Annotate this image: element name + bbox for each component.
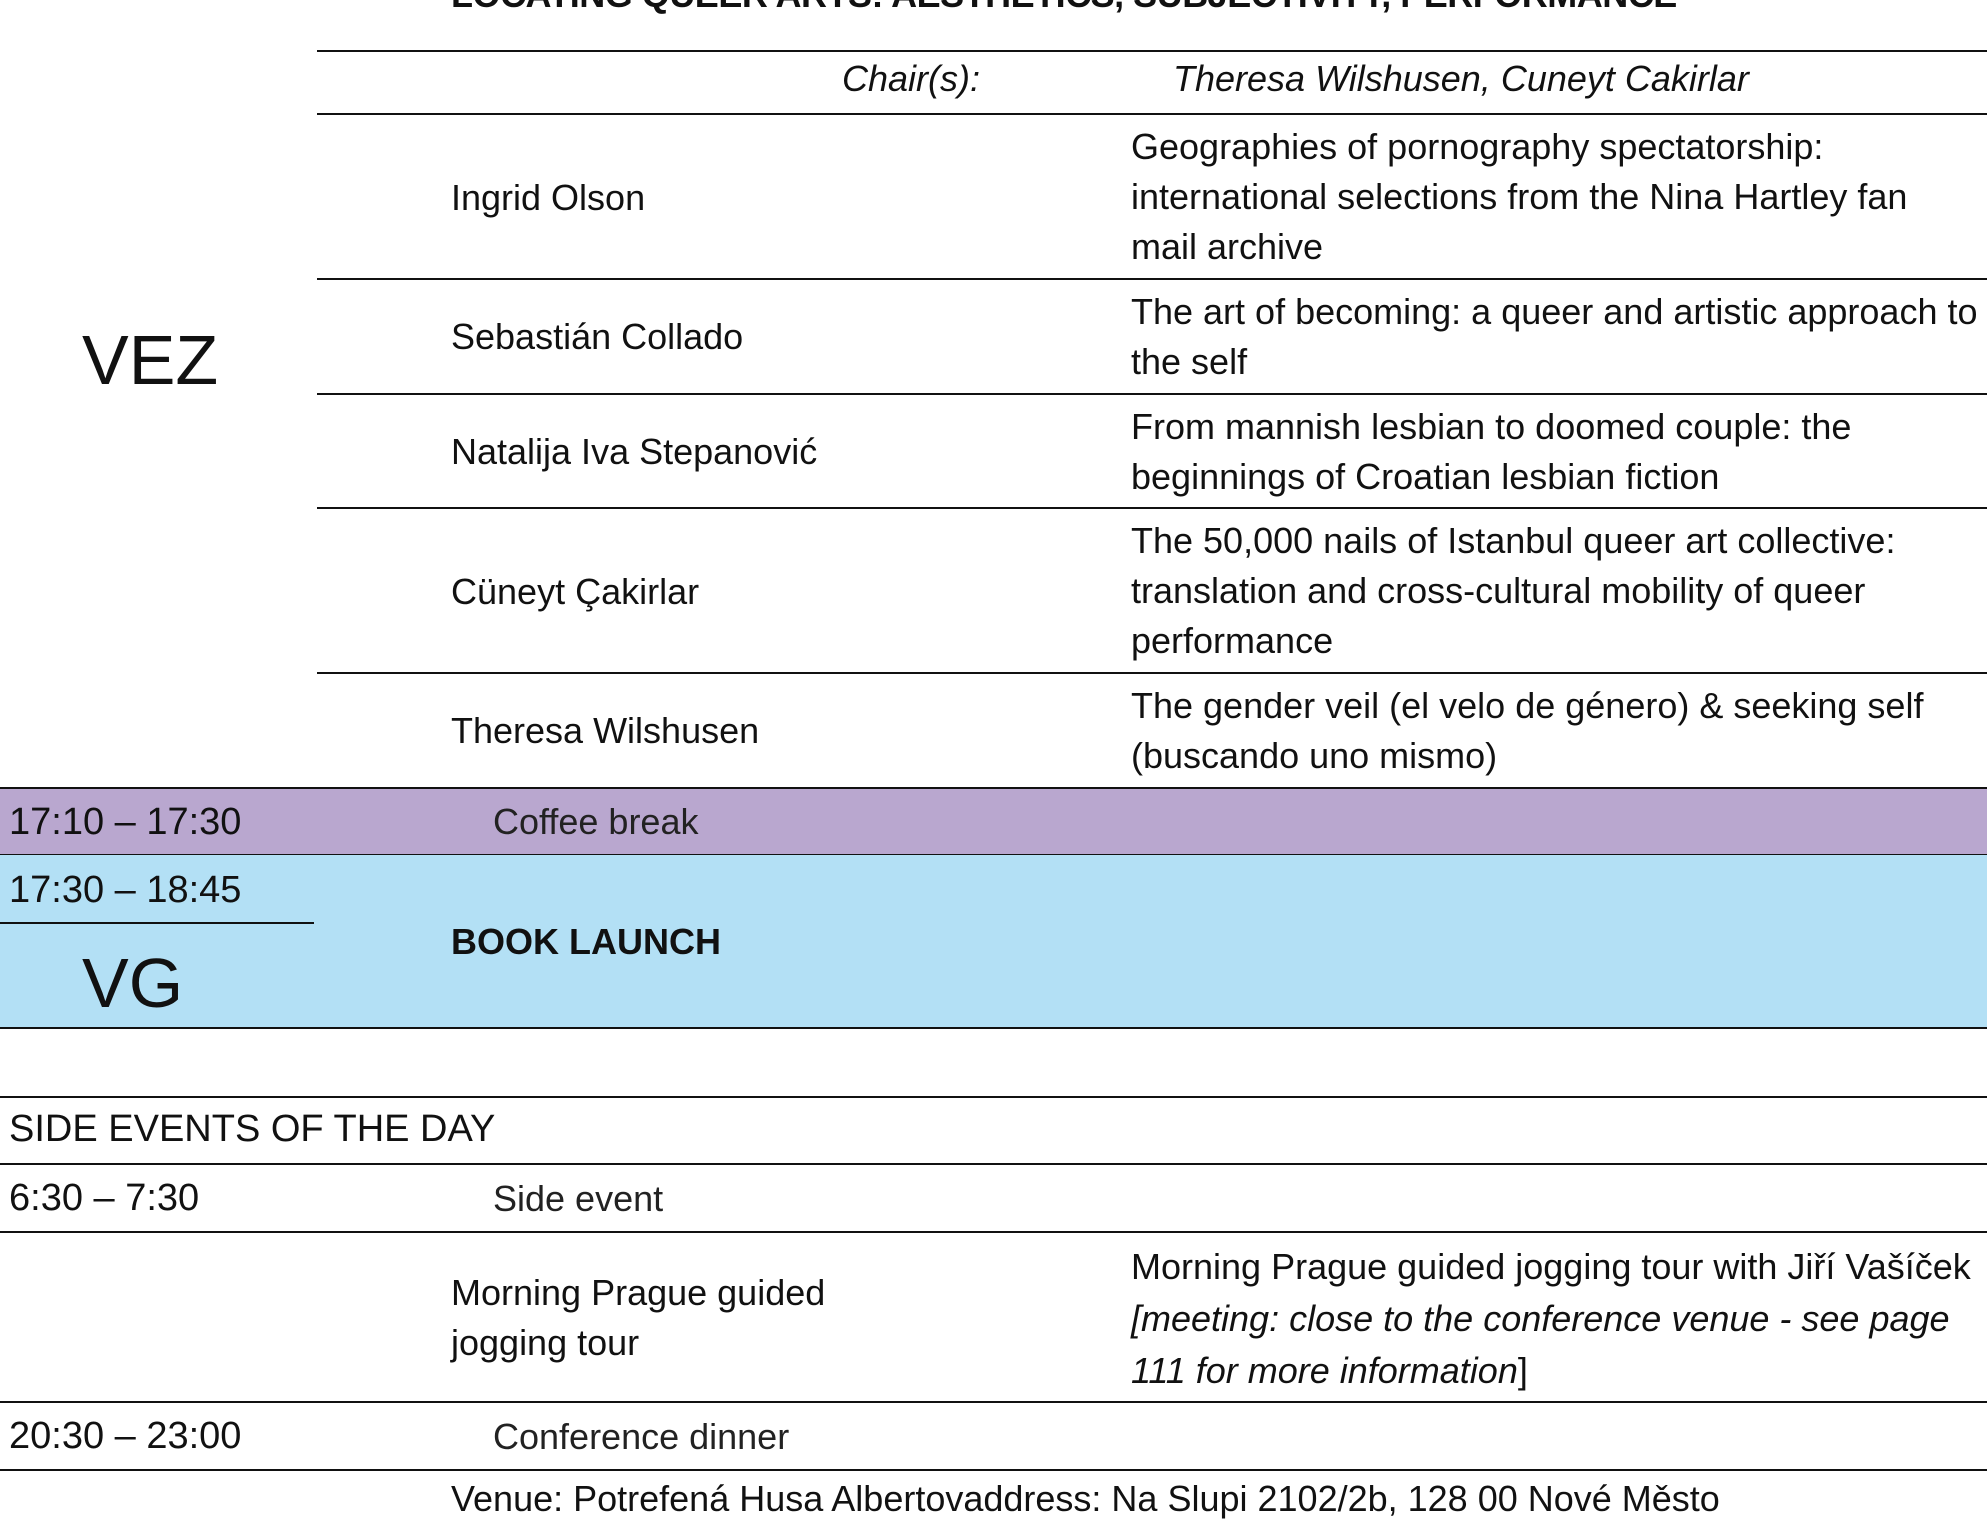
speaker: Ingrid Olson xyxy=(451,177,646,218)
speaker: Natalija Iva Stepanović xyxy=(451,431,818,472)
session-title: LOCATING QUEER ARTS: AESTHETICS, SUBJECT… xyxy=(451,0,1677,16)
side-events-heading: SIDE EVENTS OF THE DAY xyxy=(9,1108,496,1150)
dinner-venue: Venue: Potrefená Husa Albertovaddress: N… xyxy=(451,1478,1720,1519)
jogging-desc-text: Morning Prague guided jogging tour with … xyxy=(1131,1246,1971,1287)
book-launch-label: BOOK LAUNCH xyxy=(451,921,721,962)
dinner-label: Conference dinner xyxy=(493,1416,790,1457)
room-vg: VG xyxy=(82,944,184,1022)
dinner-time: 20:30 – 23:00 xyxy=(9,1415,242,1457)
speaker: Cüneyt Çakirlar xyxy=(451,571,700,612)
coffee-break-band: 17:10 – 17:30 Coffee break xyxy=(0,787,1987,856)
side-event-time: 6:30 – 7:30 xyxy=(9,1177,200,1219)
paper-title: The 50,000 nails of Istanbul queer art c… xyxy=(1131,520,1896,661)
book-launch-band: 17:30 – 18:45 VG BOOK LAUNCH xyxy=(0,855,1987,1029)
coffee-label: Coffee break xyxy=(493,801,699,842)
paper-title: From mannish lesbian to doomed couple: t… xyxy=(1131,406,1852,497)
paper-title: The art of becoming: a queer and artisti… xyxy=(1131,291,1978,382)
divider xyxy=(317,113,1987,115)
side-event-label: Side event xyxy=(493,1178,664,1219)
chairs: Theresa Wilshusen, Cuneyt Cakirlar xyxy=(1173,58,1749,99)
paper-title: Geographies of pornography spectatorship… xyxy=(1131,126,1908,267)
chair-label: Chair(s): xyxy=(841,58,980,99)
book-launch-time: 17:30 – 18:45 xyxy=(9,869,242,911)
divider xyxy=(317,50,1987,52)
coffee-time: 17:10 – 17:30 xyxy=(9,801,242,843)
paper-title: The gender veil (el velo de género) & se… xyxy=(1131,685,1924,776)
room-vez: VEZ xyxy=(82,321,219,399)
jogging-description: Morning Prague guided jogging tour with … xyxy=(1131,1241,1981,1397)
jogging-name: Morning Prague guided jogging tour xyxy=(451,1272,826,1363)
jogging-desc-note: [meeting: close to the conference venue … xyxy=(1131,1298,1950,1391)
jogging-desc-end: ] xyxy=(1517,1350,1528,1391)
speaker: Sebastián Collado xyxy=(451,316,744,357)
speaker: Theresa Wilshusen xyxy=(451,710,760,751)
